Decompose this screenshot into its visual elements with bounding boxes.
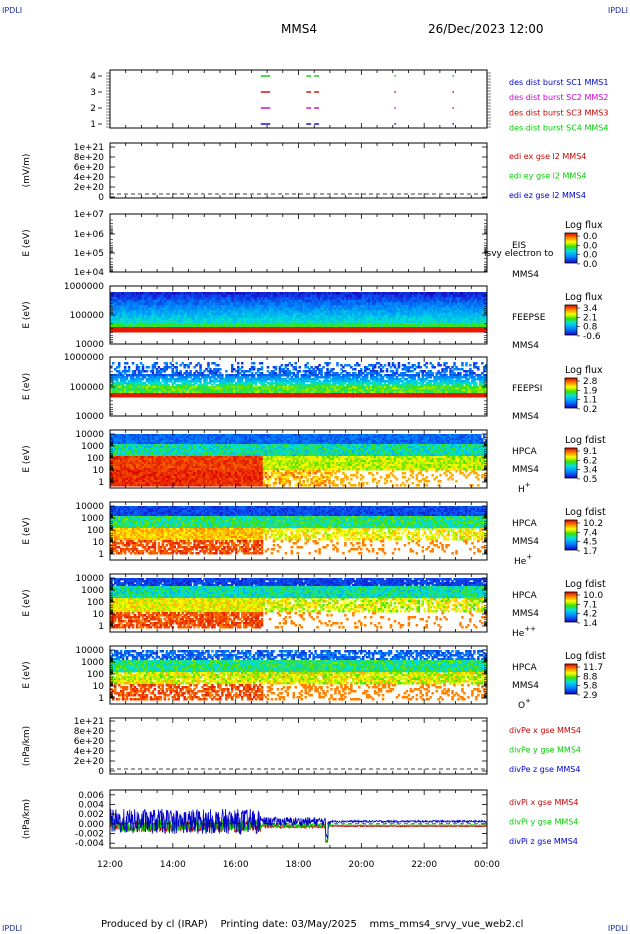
- plot-canvas: 4321des dist burst SC1 MMS1des dist burs…: [0, 0, 630, 934]
